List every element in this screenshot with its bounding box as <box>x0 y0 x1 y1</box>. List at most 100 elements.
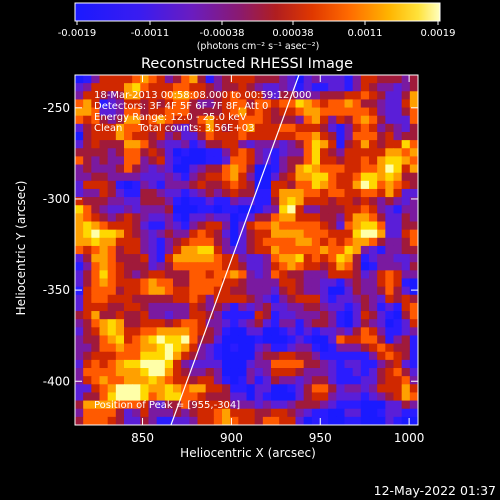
heatmap-cell <box>124 327 133 336</box>
heatmap-cell <box>369 351 378 361</box>
heatmap-cell <box>320 384 329 393</box>
heatmap-cell <box>311 148 321 157</box>
heatmap-cell <box>197 115 207 125</box>
heatmap-cell <box>173 213 182 223</box>
heatmap-cell <box>328 294 337 304</box>
heatmap-cell <box>320 229 329 239</box>
heatmap-cell <box>132 400 141 410</box>
heatmap-cell <box>262 319 272 328</box>
heatmap-cell <box>132 286 141 296</box>
heatmap-cell <box>140 416 149 425</box>
heatmap-cell <box>328 262 337 271</box>
heatmap-cell <box>320 164 329 174</box>
heatmap-cell <box>262 188 272 198</box>
heatmap-cell <box>279 205 288 214</box>
heatmap-cell <box>189 156 198 166</box>
heatmap-cell <box>230 319 239 328</box>
heatmap-cell <box>295 99 305 109</box>
heatmap-cell <box>230 286 239 296</box>
heatmap-cell <box>230 205 239 214</box>
heatmap-cell <box>320 254 329 263</box>
heatmap-cell <box>295 75 305 84</box>
heatmap-cell <box>75 384 84 393</box>
heatmap-cell <box>213 237 223 247</box>
heatmap-cell <box>132 351 141 361</box>
heatmap-cell <box>295 148 305 157</box>
heatmap-cell <box>409 400 418 410</box>
heatmap-cell <box>303 123 313 133</box>
heatmap-cell <box>311 99 321 109</box>
heatmap-cell <box>254 376 264 385</box>
heatmap-cell <box>132 335 141 345</box>
heatmap-cell <box>360 368 370 377</box>
heatmap-cell <box>401 351 411 361</box>
heatmap-cell <box>385 270 394 279</box>
heatmap-cell <box>344 237 354 247</box>
heatmap-cell <box>205 188 215 198</box>
heatmap-cell <box>360 205 370 214</box>
heatmap-cell <box>222 91 231 100</box>
heatmap-cell <box>140 262 149 271</box>
heatmap-cell <box>181 286 190 296</box>
heatmap-cell <box>328 245 337 255</box>
heatmap-cell <box>148 91 158 100</box>
heatmap-cell <box>328 99 337 109</box>
heatmap-cell <box>132 213 141 223</box>
heatmap-cell <box>246 416 256 425</box>
heatmap-cell <box>262 229 272 239</box>
heatmap-cell <box>311 278 321 288</box>
heatmap-cell <box>336 262 345 271</box>
heatmap-cell <box>369 140 378 149</box>
heatmap-cell <box>197 400 207 410</box>
heatmap-cell <box>262 311 272 320</box>
heatmap-cell <box>83 278 92 288</box>
heatmap-cell <box>279 172 288 182</box>
heatmap-cell <box>328 107 337 117</box>
heatmap-cell <box>336 229 345 239</box>
heatmap-cell <box>164 327 174 336</box>
heatmap-cell <box>287 311 296 320</box>
heatmap-cell <box>156 408 166 418</box>
heatmap-cell <box>336 180 345 190</box>
heatmap-cell <box>344 148 354 157</box>
heatmap-cell <box>393 115 403 125</box>
heatmap-cell <box>197 278 207 288</box>
heatmap-cell <box>401 278 411 288</box>
heatmap-cell <box>181 115 190 125</box>
heatmap-cell <box>156 262 166 271</box>
heatmap-cell <box>91 408 100 418</box>
heatmap-cell <box>328 392 337 402</box>
heatmap-cell <box>295 197 305 206</box>
heatmap-cell <box>197 164 207 174</box>
heatmap-cell <box>140 221 149 231</box>
heatmap-cell <box>164 115 174 125</box>
heatmap-cell <box>320 75 329 84</box>
heatmap-cell <box>271 392 280 402</box>
heatmap-cell <box>132 180 141 190</box>
heatmap-cell <box>409 254 418 263</box>
heatmap-cell <box>385 416 394 425</box>
heatmap-cell <box>205 335 215 345</box>
heatmap-cell <box>287 188 296 198</box>
heatmap-cell <box>115 229 125 239</box>
heatmap-cell <box>181 278 190 288</box>
heatmap-cell <box>328 180 337 190</box>
heatmap-cell <box>107 327 117 336</box>
heatmap-cell <box>222 156 231 166</box>
heatmap-cell <box>352 245 362 255</box>
heatmap-cell <box>230 400 239 410</box>
heatmap-cell <box>271 311 280 320</box>
heatmap-cell <box>377 213 386 223</box>
heatmap-cell <box>409 99 418 109</box>
heatmap-cell <box>164 99 174 109</box>
heatmap-cell <box>189 172 198 182</box>
heatmap-cell <box>222 416 231 425</box>
heatmap-cell <box>107 229 117 239</box>
heatmap-cell <box>246 311 256 320</box>
heatmap-cell <box>320 359 329 369</box>
heatmap-cell <box>173 91 182 100</box>
heatmap-cell <box>246 83 256 92</box>
heatmap-cell <box>230 180 239 190</box>
heatmap-cell <box>213 180 223 190</box>
heatmap-cell <box>246 392 256 402</box>
